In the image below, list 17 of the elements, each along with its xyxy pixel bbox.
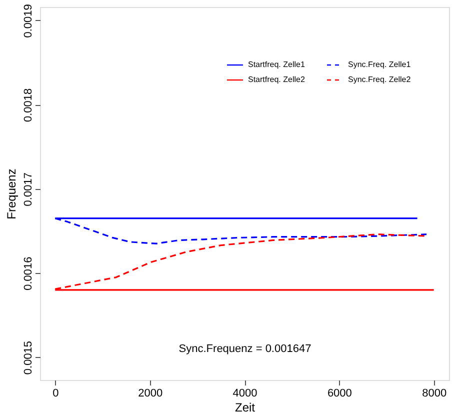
legend-label: Startfreq. Zelle1 <box>248 60 306 69</box>
x-tick-label: 2000 <box>138 388 163 400</box>
x-tick-label: 0 <box>52 388 59 400</box>
y-tick-label: 0.0015 <box>22 340 34 375</box>
x-tick-label: 6000 <box>327 388 352 400</box>
y-axis-title: Frequenz <box>4 168 18 220</box>
y-tick-label: 0.0016 <box>22 256 34 290</box>
legend-label: Sync.Freq. Zelle2 <box>348 75 412 84</box>
y-tick-label: 0.0018 <box>22 88 34 122</box>
annotation: Sync.Frequenz = 0.001647 <box>178 343 312 355</box>
x-axis-title: Zeit <box>234 400 256 414</box>
legend-label: Startfreq. Zelle2 <box>248 75 306 84</box>
y-tick-label: 0.0017 <box>22 172 34 206</box>
y-tick-label: 0.0019 <box>22 4 34 38</box>
x-tick-label: 8000 <box>422 388 447 400</box>
x-tick-label: 4000 <box>232 388 258 400</box>
legend-label: Sync.Freq. Zelle1 <box>348 60 412 69</box>
